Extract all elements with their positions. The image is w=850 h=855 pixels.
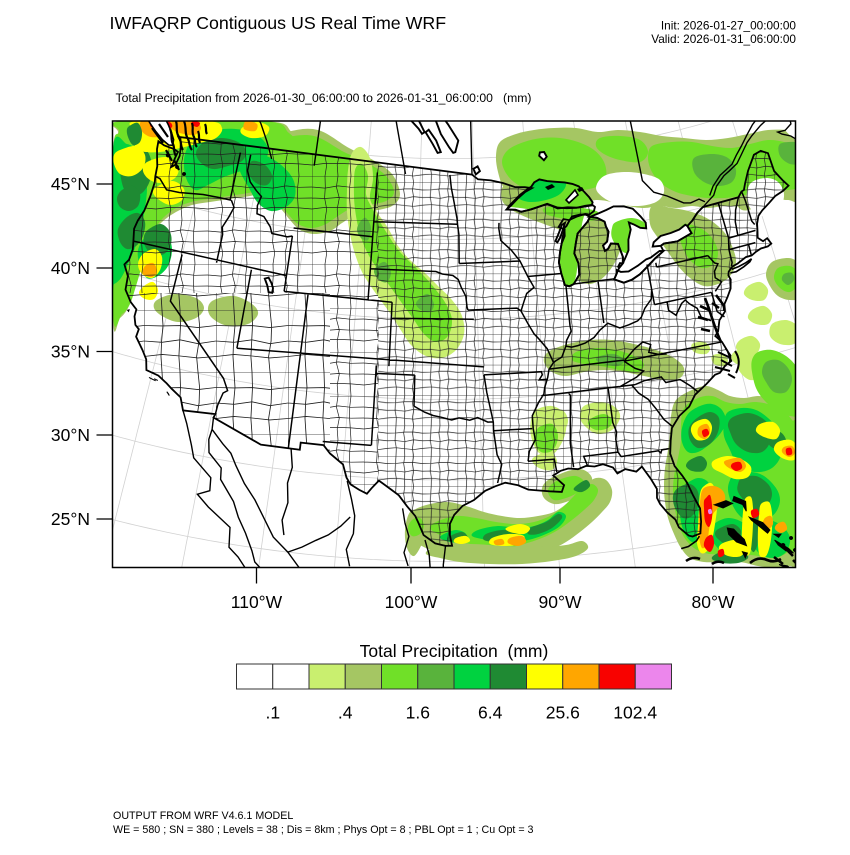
svg-text:IWFAQRP Contiguous US Real Tim: IWFAQRP Contiguous US Real Time WRF [110, 13, 447, 33]
svg-text:Total Precipitation from 2026-: Total Precipitation from 2026-01-30_06:0… [116, 91, 532, 105]
svg-text:6.4: 6.4 [478, 703, 503, 723]
svg-text:35°N: 35°N [51, 342, 90, 362]
svg-text:Init: 2026-01-27_00:00:00: Init: 2026-01-27_00:00:00 [661, 19, 797, 33]
svg-text:102.4: 102.4 [613, 703, 657, 723]
svg-text:100°W: 100°W [385, 592, 438, 612]
svg-text:WE = 580 ; SN = 380 ; Levels =: WE = 580 ; SN = 380 ; Levels = 38 ; Dis … [113, 824, 534, 836]
svg-text:80°W: 80°W [692, 592, 735, 612]
svg-text:1.6: 1.6 [406, 703, 430, 723]
svg-text:Total Precipitation (mm): Total Precipitation (mm) [360, 641, 549, 661]
svg-text:OUTPUT FROM WRF V4.6.1 MODEL: OUTPUT FROM WRF V4.6.1 MODEL [113, 810, 293, 822]
svg-text:30°N: 30°N [51, 425, 90, 445]
svg-text:25°N: 25°N [51, 509, 90, 529]
svg-text:25.6: 25.6 [546, 703, 580, 723]
svg-text:45°N: 45°N [51, 174, 90, 194]
svg-text:90°W: 90°W [539, 592, 582, 612]
svg-text:.1: .1 [265, 703, 280, 723]
svg-text:110°W: 110°W [231, 592, 283, 612]
svg-text:40°N: 40°N [51, 258, 90, 278]
svg-text:Valid: 2026-01-31_06:00:00: Valid: 2026-01-31_06:00:00 [651, 32, 796, 46]
svg-text:.4: .4 [338, 703, 353, 723]
